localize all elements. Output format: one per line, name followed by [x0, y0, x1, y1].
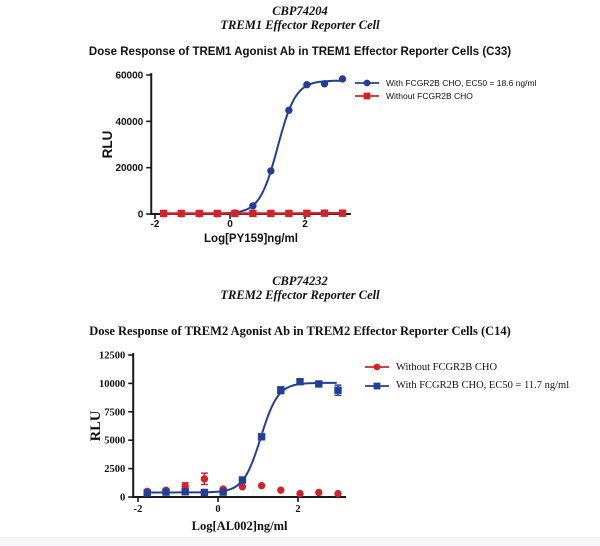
- data-point-square: [219, 488, 227, 496]
- chart1-header: CBP74204 TREM1 Effector Reporter Cell: [0, 4, 600, 32]
- data-point-square: [143, 489, 151, 497]
- chart2-title: Dose Response of TREM2 Agonist Ab in TRE…: [89, 324, 511, 338]
- legend-item: With FCGR2B CHO, EC50 = 18.6 ng/ml: [354, 76, 536, 90]
- data-point-square: [162, 488, 170, 496]
- x-tick-label: -2: [134, 504, 143, 515]
- data-point-circle: [338, 75, 347, 83]
- legend-item: Without FCGR2B CHO: [364, 358, 569, 377]
- data-point-square: [334, 386, 342, 394]
- legend-item: With FCGR2B CHO, EC50 = 11.7 ng/ml: [364, 377, 569, 396]
- data-point-square: [195, 209, 203, 218]
- chart2-code: CBP74232: [272, 274, 328, 288]
- y-tick-label: 10000: [99, 379, 125, 390]
- data-point-square: [238, 476, 247, 484]
- data-point-circle: [277, 486, 285, 494]
- data-point-circle: [181, 482, 189, 490]
- data-point-square: [159, 209, 168, 218]
- legend-square-marker-icon: [365, 382, 389, 390]
- y-tick-label: 20000: [115, 163, 143, 174]
- data-point-square: [257, 433, 266, 441]
- chart1-code: CBP74204: [272, 4, 328, 18]
- data-point-square: [177, 209, 185, 218]
- chart1-legend: With FCGR2B CHO, EC50 = 18.6 ng/ml Withou…: [354, 76, 536, 103]
- data-point-circle: [249, 202, 257, 210]
- data-point-circle: [267, 167, 275, 175]
- x-tick-label: 0: [227, 219, 233, 230]
- y-tick-label: 2500: [104, 464, 125, 475]
- y-axis-label: RLU: [100, 131, 115, 159]
- data-point-circle: [303, 81, 311, 89]
- data-point-square: [200, 488, 209, 497]
- data-point-square: [231, 209, 239, 218]
- data-point-square: [181, 488, 189, 496]
- fit-curve: [161, 79, 342, 215]
- legend-label: With FCGR2B CHO, EC50 = 11.7 ng/ml: [396, 380, 570, 392]
- data-point-circle: [296, 489, 304, 498]
- data-point-square: [277, 386, 285, 394]
- data-point-circle: [334, 489, 342, 498]
- data-point-circle: [285, 106, 293, 114]
- chart2-header: CBP74232 TREM2 Effector Reporter Cell: [0, 274, 600, 302]
- chart1-plot: 0 20000 40000 60000 -2 0 2 Log[PY159]ng/ml RLU: [100, 71, 351, 245]
- data-point-square: [296, 377, 304, 386]
- legend-label: Without FCGR2B CHO: [386, 91, 473, 102]
- y-tick-label: 0: [138, 210, 144, 221]
- data-point-square: [338, 209, 347, 217]
- y-axis-label: RLU: [88, 410, 104, 441]
- chart1-title: Dose Response of TREM1 Agonist Ab in TRE…: [88, 46, 512, 58]
- data-point-square: [303, 209, 311, 218]
- legend-circle-marker-icon: [365, 363, 389, 371]
- y-tick-label: 40000: [115, 117, 143, 128]
- data-point-square: [320, 209, 329, 217]
- data-point-circle: [200, 475, 209, 483]
- legend-label: With FCGR2B CHO, EC50 = 18.6 ng/ml: [386, 77, 537, 88]
- window-bottom-strip: [0, 537, 600, 546]
- y-tick-label: 60000: [115, 71, 143, 82]
- data-point-square: [249, 209, 257, 218]
- fit-curve: [144, 381, 337, 494]
- chart2-cell-line: TREM2 Effector Reporter Cell: [220, 288, 380, 302]
- x-axis-label: Log[AL002]ng/ml: [192, 519, 288, 533]
- y-tick-label: 7500: [104, 407, 125, 418]
- data-point-circle: [320, 80, 329, 88]
- legend-label: Without FCGR2B CHO: [396, 361, 498, 373]
- x-axis-label: Log[PY159]ng/ml: [204, 233, 298, 245]
- x-tick-label: -2: [151, 219, 160, 230]
- x-tick-label: 0: [215, 504, 220, 515]
- y-tick-label: 0: [120, 493, 125, 504]
- data-point-square: [213, 209, 221, 218]
- x-tick-label: 2: [295, 504, 300, 515]
- legend-circle-marker-icon: [355, 79, 379, 87]
- data-point-square: [267, 209, 275, 218]
- data-point-circle: [257, 481, 266, 490]
- y-tick-label: 12500: [99, 351, 125, 362]
- data-point-square: [285, 209, 293, 218]
- data-point-circle: [238, 483, 247, 491]
- data-point-circle: [315, 488, 323, 497]
- legend-square-marker-icon: [355, 92, 379, 100]
- data-point-square: [315, 380, 323, 388]
- legend-item: Without FCGR2B CHO: [354, 90, 536, 104]
- chart2-legend: Without FCGR2B CHO With FCGR2B CHO, EC50 …: [364, 358, 569, 395]
- x-tick-label: 2: [302, 219, 308, 230]
- chart1-cell-line: TREM1 Effector Reporter Cell: [220, 18, 380, 32]
- chart2-plot: 0 2500 5000 7500 10000 12500 -2 0 2 Log[AL002]ng/…: [88, 351, 346, 533]
- y-tick-label: 5000: [104, 436, 125, 447]
